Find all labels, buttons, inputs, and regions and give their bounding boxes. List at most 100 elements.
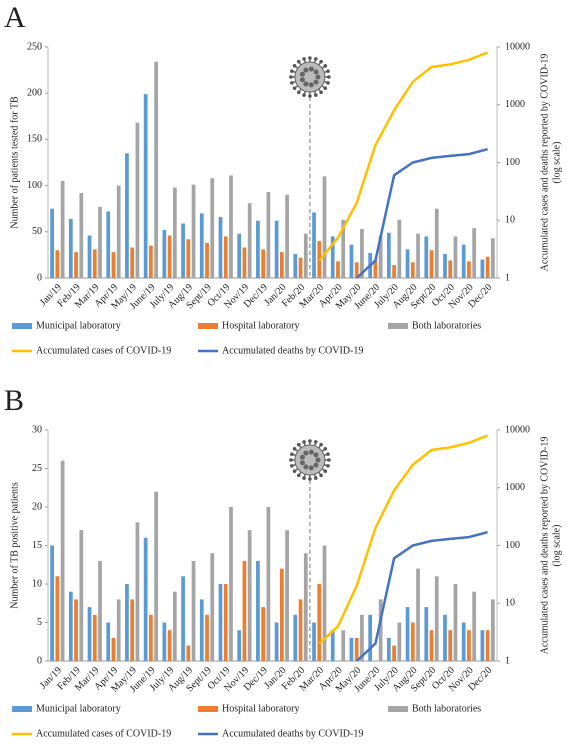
bar [378, 599, 383, 661]
virus-spot [308, 449, 314, 455]
bar [368, 614, 373, 661]
bar [330, 630, 335, 661]
bar [279, 252, 284, 278]
panel-label: B [4, 384, 24, 417]
legend-label: Hospital laboratory [222, 320, 299, 331]
virus-tip [326, 81, 330, 85]
legend-swatch [198, 323, 218, 329]
y-axis-label: Number of patients tested for TB [9, 96, 20, 229]
virus-tip [302, 57, 306, 61]
bar [274, 220, 279, 278]
y-tick-label: 250 [27, 41, 42, 52]
virus-spot [313, 79, 319, 85]
legend-label: Municipal laboratory [36, 320, 121, 331]
virus-tip [296, 442, 301, 447]
bar [341, 219, 346, 278]
bar [92, 249, 97, 278]
bar [285, 194, 289, 278]
bar [453, 236, 458, 278]
bar [149, 245, 153, 278]
y2-tick-label: 10000 [505, 41, 530, 52]
virus-spot [308, 82, 314, 88]
y2-tick-label: 1 [505, 655, 510, 666]
panel-label: A [4, 1, 26, 34]
bar [298, 599, 303, 661]
bar [322, 176, 327, 278]
virus-tip [302, 440, 306, 444]
legend-label: Both laboratories [412, 320, 481, 331]
bar [125, 584, 129, 661]
virus-tip [327, 75, 331, 79]
virus-tip [323, 86, 328, 90]
bar [349, 244, 354, 278]
bar [397, 219, 402, 278]
y2-tick-label: 10 [505, 598, 515, 609]
bar [218, 217, 223, 278]
y-tick-label: 0 [37, 655, 42, 666]
virus-tip [292, 447, 297, 451]
y-tick-label: 50 [32, 226, 42, 237]
bar [261, 607, 266, 661]
virus-tip [313, 440, 318, 444]
bar [191, 184, 196, 278]
bar [106, 622, 111, 661]
y-tick-label: 20 [32, 501, 42, 512]
legend-label: Accumulated deaths by COVID-19 [222, 345, 363, 356]
virus-tip [292, 86, 297, 90]
virus-spot [299, 454, 305, 460]
bar [154, 491, 159, 661]
virus-tip [296, 59, 301, 64]
bar [397, 622, 402, 661]
bar [181, 223, 185, 278]
legend-swatch [12, 706, 32, 712]
bar [68, 591, 73, 661]
bar [247, 203, 252, 278]
bar [79, 530, 84, 661]
bar [485, 630, 490, 661]
virus-tip [326, 452, 330, 456]
legend-label: Hospital laboratory [222, 703, 299, 714]
line-series [318, 51, 489, 262]
bar [98, 206, 102, 278]
bar [491, 238, 495, 278]
bar [223, 584, 228, 661]
bar [467, 261, 471, 278]
bar [79, 192, 84, 278]
virus-body [294, 61, 326, 93]
virus-tip [326, 464, 330, 468]
bar [410, 262, 415, 278]
bar [354, 262, 359, 278]
bar [143, 94, 148, 279]
bar [434, 576, 439, 661]
bar [106, 211, 111, 278]
bar [312, 212, 316, 278]
virus-tip [290, 464, 294, 468]
bar [229, 507, 233, 661]
virus-spot [308, 465, 314, 471]
bar [285, 530, 289, 661]
virus-tip [308, 56, 312, 60]
virus-icon [289, 56, 331, 98]
y2-tick-label: 10 [505, 215, 515, 226]
legend-label: Both laboratories [412, 703, 481, 714]
bar [386, 232, 391, 278]
bar [453, 584, 458, 661]
bar [167, 630, 172, 661]
y2-axis-label: Accumulated cases and deaths reported by… [539, 437, 550, 655]
bar [378, 235, 383, 278]
bar [74, 599, 78, 661]
bar [354, 637, 359, 661]
y-tick-label: 100 [27, 180, 42, 191]
bar [448, 260, 453, 278]
virus-tip [323, 64, 328, 68]
virus-tip [290, 452, 294, 456]
bar [87, 235, 92, 278]
bar [461, 244, 466, 278]
virus-tip [296, 473, 301, 478]
virus-spot [303, 67, 309, 73]
virus-body [294, 444, 326, 476]
bar [303, 233, 308, 278]
bar [416, 568, 420, 661]
virus-icon [289, 439, 331, 481]
